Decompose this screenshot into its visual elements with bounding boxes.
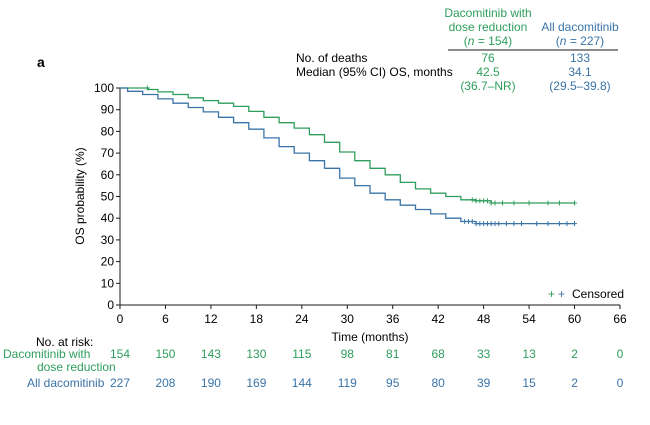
- x-tick-label: 0: [117, 312, 124, 326]
- x-axis-title: Time (months): [332, 330, 409, 344]
- risk-value: 190: [201, 376, 221, 390]
- stats-median-col2: 34.1: [568, 65, 592, 79]
- x-tick-label: 6: [162, 312, 169, 326]
- risk-value: 169: [246, 376, 266, 390]
- y-tick-label: 100: [94, 81, 114, 95]
- stats-col1-line2: dose reduction: [449, 20, 528, 34]
- stats-col2-n: (n = 227): [556, 34, 604, 48]
- x-tick-label: 18: [250, 312, 264, 326]
- legend-label: Censored: [572, 287, 624, 301]
- y-tick-label: 50: [101, 190, 115, 204]
- x-tick-label: 36: [386, 312, 400, 326]
- stats-col1-n: (n = 154): [464, 34, 512, 48]
- risk-value: 98: [341, 347, 355, 361]
- stats-deaths-col1: 76: [481, 51, 495, 65]
- risk-value: 39: [477, 376, 491, 390]
- legend-symbol-green: +: [548, 287, 555, 301]
- y-tick-label: 60: [101, 168, 115, 182]
- legend-symbol-blue: +: [558, 287, 565, 301]
- y-tick-label: 30: [101, 233, 115, 247]
- risk-value: 13: [522, 347, 536, 361]
- x-tick-label: 54: [522, 312, 536, 326]
- x-tick-label: 12: [204, 312, 218, 326]
- y-tick-label: 80: [101, 124, 115, 138]
- series-line-1: [120, 87, 575, 204]
- risk-value: 0: [617, 347, 624, 361]
- risk-value: 144: [292, 376, 312, 390]
- risk-value: 119: [338, 376, 357, 390]
- risk-value: 15: [522, 376, 536, 390]
- x-tick-label: 60: [568, 312, 582, 326]
- risk-value: 80: [432, 376, 446, 390]
- axes: 0 10 20 30 40 50 60 70 80 90 100 0 6 12 18 24 30 36 42 48 54…: [94, 81, 627, 326]
- stats-col2-line1: All dacomitinib: [541, 20, 619, 34]
- risk-value: 2: [571, 376, 578, 390]
- risk-value: 0: [617, 376, 624, 390]
- stats-row-median-label: Median (95% CI) OS, months: [296, 65, 453, 79]
- y-tick-label: 10: [101, 276, 115, 290]
- y-axis-title: OS probability (%): [73, 147, 87, 244]
- y-tick-label: 20: [101, 255, 115, 269]
- x-tick-label: 42: [432, 312, 446, 326]
- series-layer: [120, 85, 578, 227]
- y-tick-label: 70: [101, 146, 115, 160]
- panel-label: a: [37, 54, 45, 70]
- risk-value: 130: [246, 347, 266, 361]
- stats-ci-col2: (29.5–39.8): [549, 79, 610, 93]
- stats-deaths-col2: 133: [570, 51, 590, 65]
- stats-median-col1: 42.5: [476, 65, 500, 79]
- stats-table: Dacomitinib with dose reduction (n = 154…: [296, 6, 619, 93]
- risk-value: 143: [201, 347, 221, 361]
- series-line-2: [120, 87, 575, 225]
- legend: + + Censored: [548, 287, 624, 301]
- stats-ci-col1: (36.7–NR): [460, 79, 515, 93]
- stats-row-deaths-label: No. of deaths: [296, 51, 367, 65]
- y-tick-label: 0: [107, 298, 114, 312]
- risk-value: 227: [110, 376, 130, 390]
- risk-value: 2: [571, 347, 578, 361]
- stats-col1-line1: Dacomitinib with: [444, 6, 531, 20]
- risk-value: 150: [155, 347, 175, 361]
- x-tick-label: 48: [477, 312, 491, 326]
- risk-value: 81: [386, 347, 400, 361]
- risk-value: 68: [432, 347, 446, 361]
- y-tick-label: 40: [101, 211, 115, 225]
- risk-row2-label: All dacomitinib: [27, 376, 105, 390]
- risk-row1-label-line1: Dacomitinib with: [3, 347, 90, 361]
- risk-title: No. at risk:: [36, 335, 93, 349]
- risk-value: 154: [110, 347, 130, 361]
- legend-censor-symbol: + +: [548, 287, 565, 301]
- x-tick-label: 30: [341, 312, 355, 326]
- risk-value: 208: [155, 376, 175, 390]
- risk-value: 33: [477, 347, 491, 361]
- y-tick-label: 90: [101, 103, 115, 117]
- x-tick-label: 24: [295, 312, 309, 326]
- risk-table: No. at risk: Dacomitinib with dose reduc…: [3, 335, 624, 390]
- risk-row1-label-line2: dose reduction: [37, 360, 116, 374]
- x-tick-label: 66: [613, 312, 627, 326]
- risk-value: 115: [292, 347, 311, 361]
- risk-value: 95: [386, 376, 400, 390]
